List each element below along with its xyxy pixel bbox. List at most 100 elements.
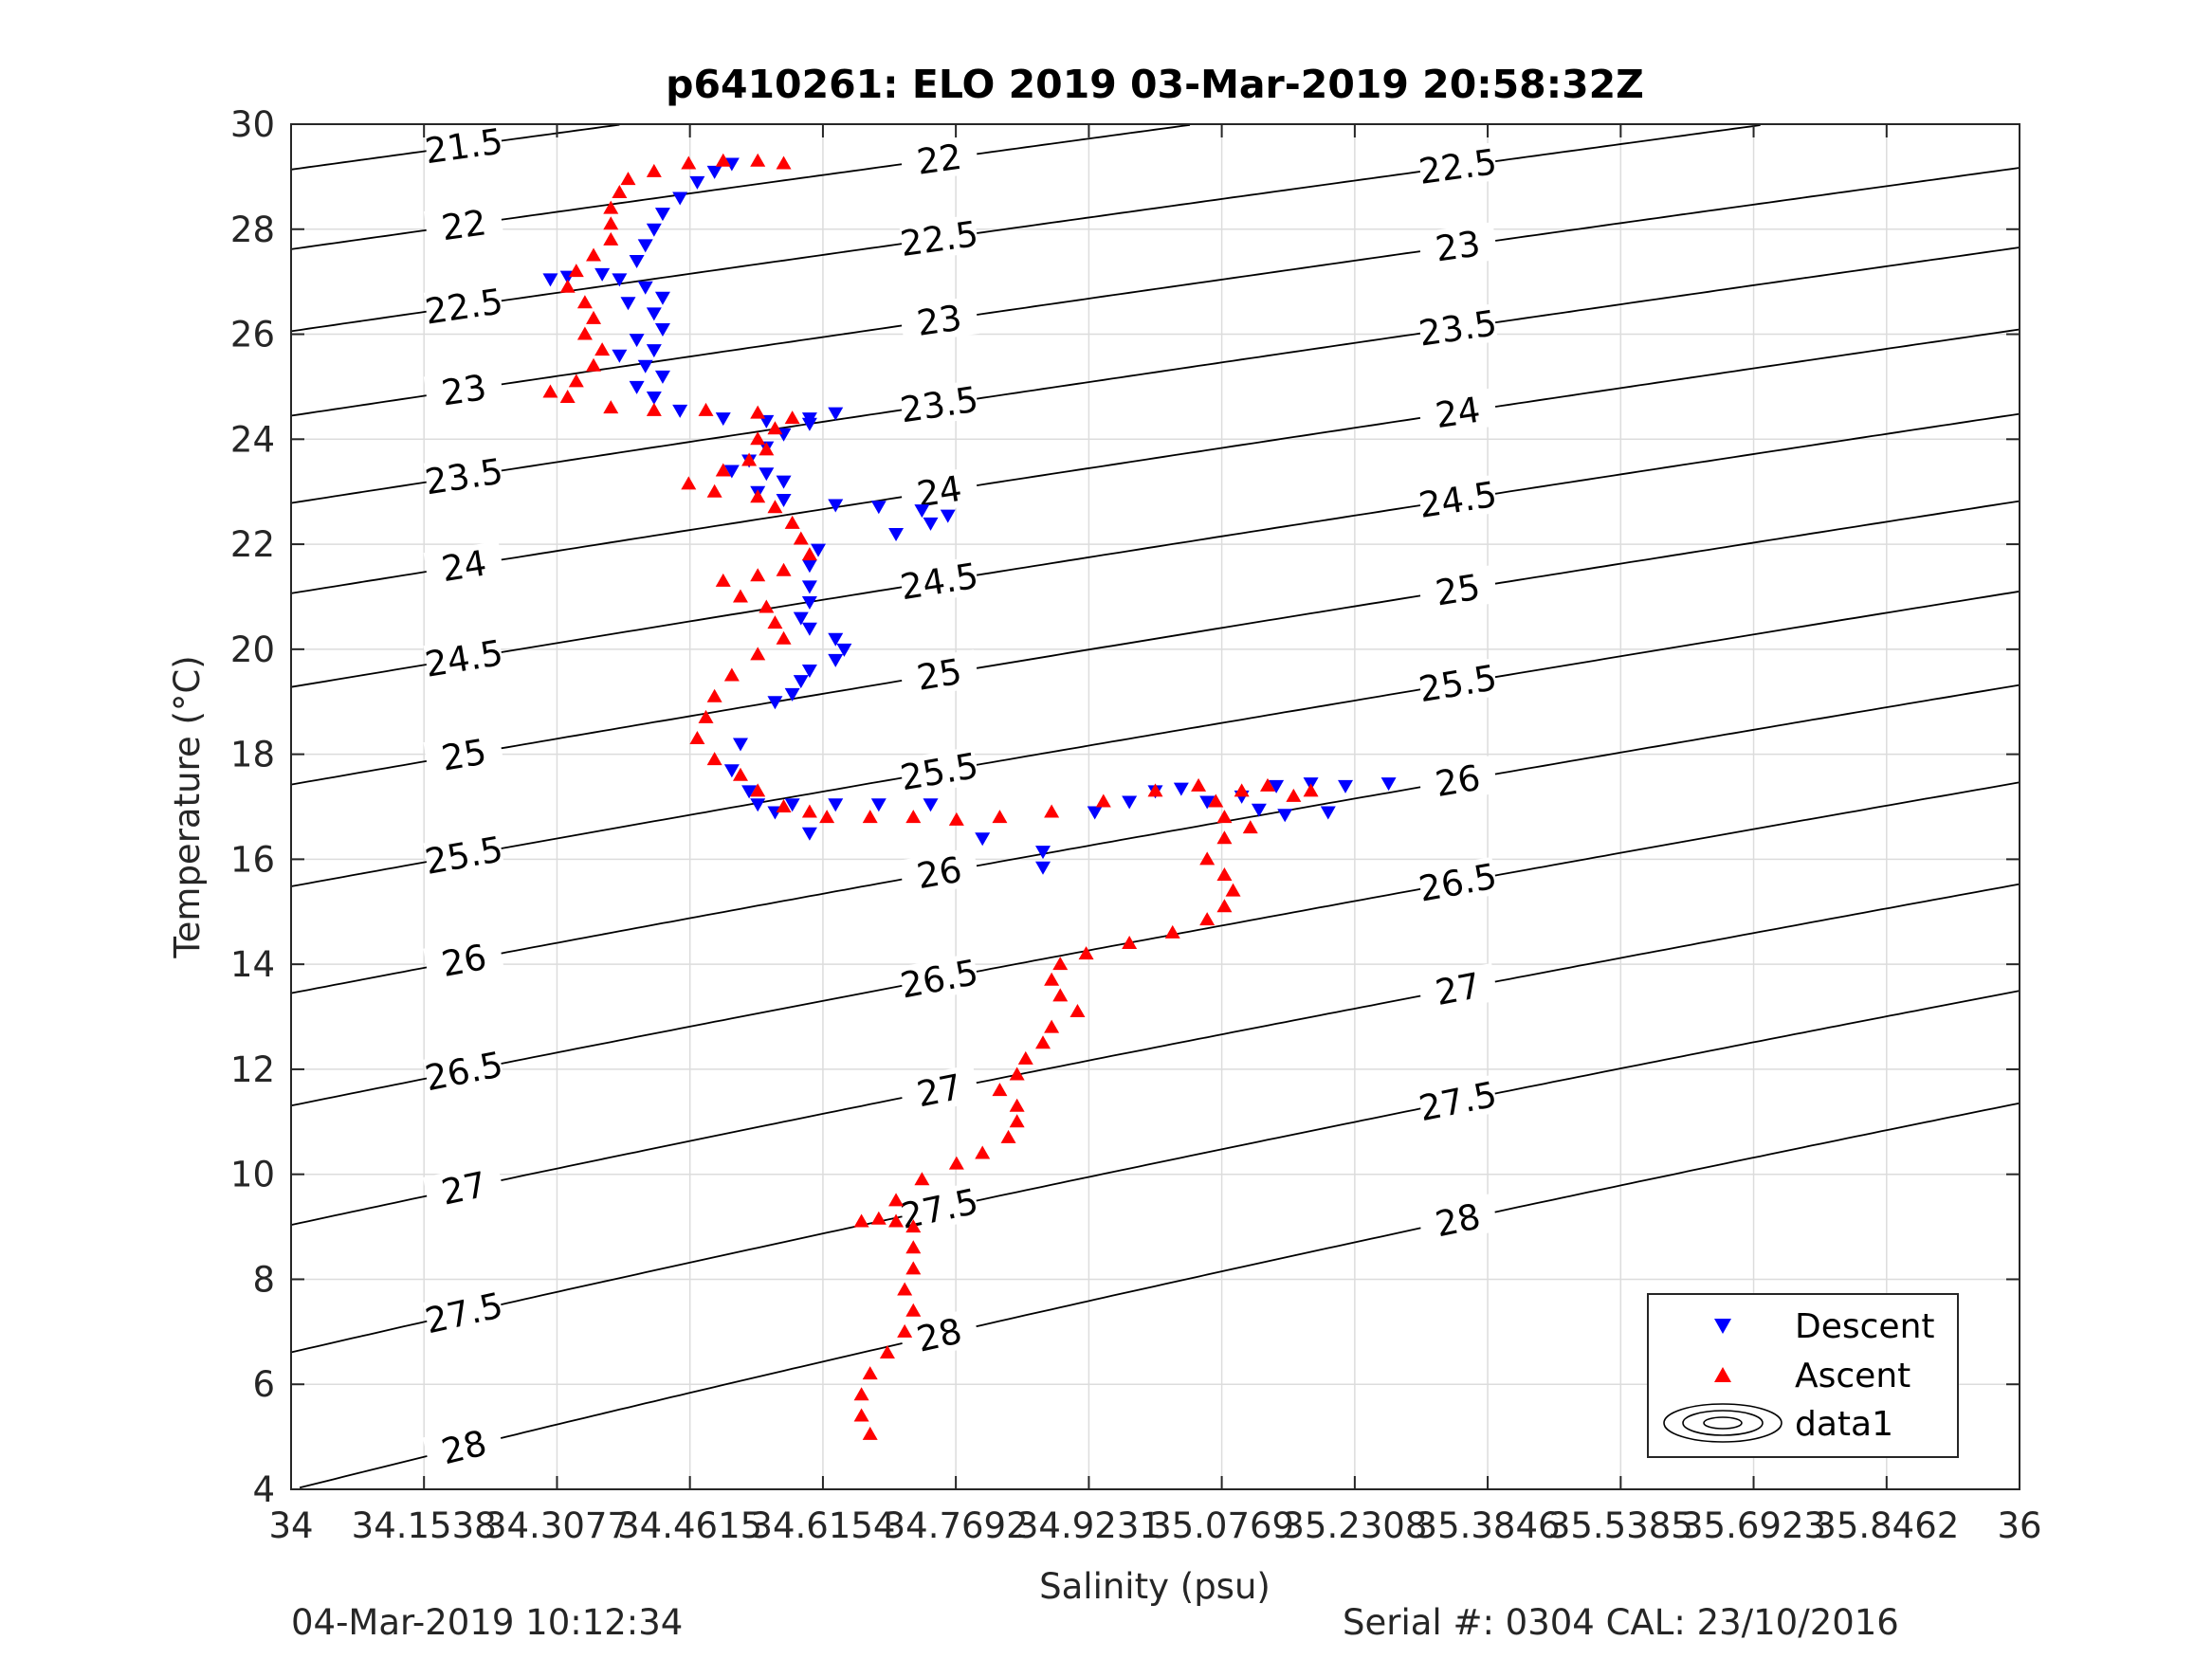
contour-label-bg	[1417, 303, 1498, 353]
contour-label-bg	[423, 729, 505, 780]
ascent-point	[603, 400, 619, 414]
ascent-point	[586, 247, 602, 262]
density-contour-line	[290, 883, 2020, 1226]
x-tick-label: 34.3077	[484, 1505, 630, 1546]
ascent-point	[689, 731, 705, 744]
ascent-point	[1078, 946, 1094, 960]
contour-label-bg	[899, 296, 980, 345]
contour-label: 25	[439, 731, 490, 778]
contour-label-bg	[898, 953, 980, 1005]
ascent-point	[586, 310, 602, 324]
y-tick-label: 28	[230, 210, 275, 250]
ascent-point	[1191, 777, 1207, 792]
ascent-point	[698, 402, 714, 416]
descent-point	[646, 307, 662, 321]
ascent-point	[1225, 883, 1241, 897]
ascent-point	[1199, 851, 1216, 866]
ascent-point	[1147, 783, 1163, 797]
contour-label: 27	[438, 1164, 490, 1213]
ascent-point	[853, 1408, 869, 1422]
ascent-point	[759, 599, 775, 613]
x-tick-label: 34.9231	[1016, 1505, 1161, 1546]
descent-point	[923, 798, 939, 812]
legend-contour-icon	[1663, 1403, 1782, 1443]
legend-box	[1647, 1293, 1959, 1458]
descent-point	[542, 273, 558, 287]
descent-point	[706, 165, 722, 179]
contour-label: 25	[1433, 567, 1483, 614]
contour-label: 26	[914, 849, 965, 898]
ascent-point	[801, 547, 817, 561]
contour-label-bg	[423, 365, 504, 415]
descent-point	[801, 580, 817, 594]
x-tick-label: 35.0769	[1149, 1505, 1294, 1546]
ascent-point	[793, 531, 809, 545]
ascent-point	[905, 810, 922, 824]
ascent-point	[568, 374, 584, 388]
ascent-point	[750, 783, 766, 797]
descent-point	[654, 291, 670, 305]
legend-ascent-marker	[1714, 1367, 1731, 1382]
ascent-point	[715, 153, 731, 167]
ascent-point	[1303, 783, 1319, 797]
contour-label-bg	[1417, 142, 1498, 191]
ascent-point	[759, 442, 775, 456]
ascent-point	[776, 799, 792, 812]
ascent-point	[948, 1156, 964, 1170]
descent-point	[828, 653, 844, 667]
contour-label-bg	[1417, 1194, 1499, 1247]
ascent-point	[784, 515, 800, 529]
ascent-point	[1095, 793, 1111, 808]
descent-point	[654, 370, 670, 384]
ascent-point	[776, 630, 792, 645]
descent-point	[828, 499, 844, 513]
contour-label: 23	[439, 367, 489, 413]
descent-point	[759, 467, 775, 482]
legend-ascent-label: Ascent	[1795, 1357, 1910, 1395]
descent-point	[723, 465, 740, 479]
descent-point	[654, 323, 670, 337]
descent-point	[923, 517, 939, 531]
descent-point	[801, 417, 817, 431]
ascent-point	[681, 476, 697, 490]
descent-point	[672, 404, 688, 418]
ascent-point	[715, 573, 731, 587]
descent-point	[776, 494, 792, 507]
density-contour-line	[290, 167, 2020, 417]
contour-label-bg	[899, 379, 980, 429]
ascent-point	[750, 431, 766, 446]
ascent-point	[975, 1145, 991, 1159]
descent-point	[914, 504, 930, 519]
contour-label: 25	[914, 651, 964, 699]
ascent-point	[1009, 1114, 1025, 1128]
ascent-point	[853, 1213, 869, 1228]
descent-point	[750, 798, 766, 812]
ascent-point	[784, 410, 800, 425]
ascent-point	[568, 264, 584, 278]
y-tick-label: 8	[252, 1259, 275, 1300]
contour-label-bg	[898, 746, 980, 797]
ascent-point	[1122, 936, 1138, 949]
x-axis-label: Salinity (psu)	[1039, 1566, 1271, 1607]
contour-label-bg	[423, 1045, 505, 1098]
descent-point	[689, 175, 705, 190]
descent-point	[654, 208, 670, 222]
legend-descent-label: Descent	[1795, 1307, 1935, 1346]
legend: Descent Ascent data1	[1647, 1293, 1959, 1458]
descent-point	[1035, 846, 1051, 860]
contour-label: 26	[1433, 757, 1484, 805]
x-tick-label: 34.7692	[884, 1505, 1029, 1546]
descent-point	[801, 665, 817, 678]
ascent-point	[862, 1366, 878, 1380]
ascent-point	[948, 811, 964, 826]
descent-point	[784, 687, 800, 702]
ascent-point	[698, 709, 714, 723]
ascent-point	[819, 810, 835, 824]
contour-label: 22	[439, 202, 489, 248]
descent-point	[637, 281, 653, 295]
ascent-point	[905, 1219, 922, 1233]
contour-label-bg	[898, 649, 980, 700]
ascent-point	[767, 421, 783, 435]
x-tick-label: 35.3846	[1416, 1505, 1561, 1546]
ascent-series	[542, 153, 1319, 1440]
